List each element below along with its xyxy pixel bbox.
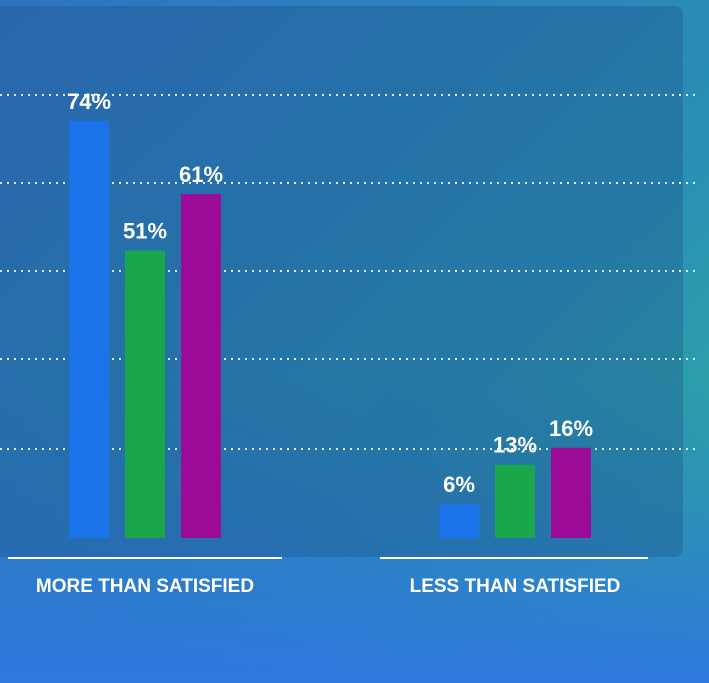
bar	[551, 448, 591, 538]
bar	[125, 250, 165, 538]
value-label: 13%	[493, 433, 537, 458]
bar	[495, 465, 535, 538]
value-label: 74%	[67, 89, 111, 114]
bar	[181, 194, 221, 538]
bar	[69, 121, 109, 538]
value-label: 16%	[549, 416, 593, 441]
category-label: MORE THAN SATISFIED	[36, 576, 254, 597]
value-label: 51%	[123, 218, 167, 243]
category-label: LESS THAN SATISFIED	[410, 576, 621, 597]
value-label: 6%	[443, 472, 475, 497]
value-label: 61%	[179, 162, 223, 187]
chart: MORE THAN SATISFIED 74% 51% 61% LESS THAN SA…	[0, 0, 709, 683]
page: MORE THAN SATISFIED 74% 51% 61% LESS THAN SA…	[0, 0, 709, 683]
bar	[439, 504, 479, 538]
